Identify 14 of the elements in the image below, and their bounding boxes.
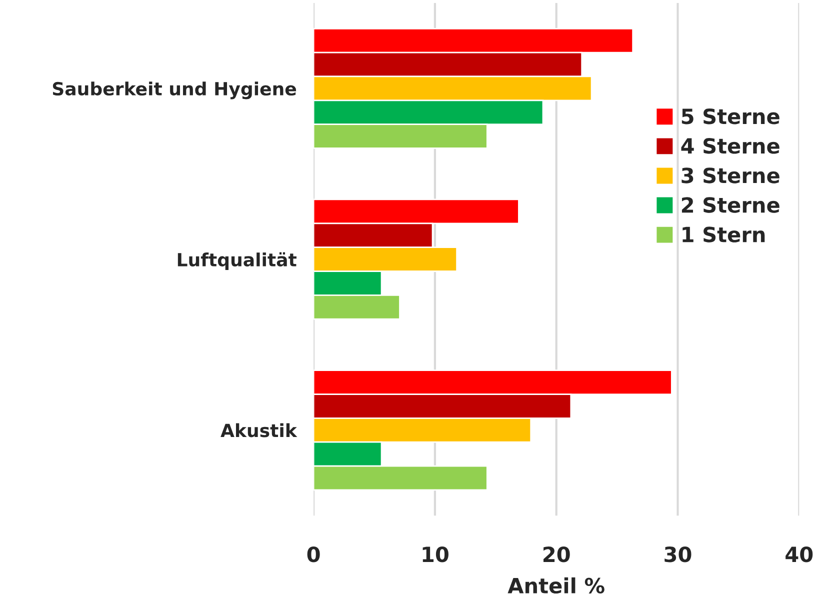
y-tick-label: Luftqualität: [178, 252, 296, 270]
x-tick-label: 10: [422, 546, 448, 562]
legend-label: 3 Sterne: [682, 168, 780, 184]
x-tick-label: 40: [786, 546, 813, 562]
x-axis-title: Anteil %: [508, 577, 604, 594]
legend-label: 1 Stern: [682, 226, 765, 242]
legend-label: 5 Sterne: [682, 108, 780, 124]
legend-label: 2 Sterne: [682, 197, 780, 213]
x-tick-label: 20: [544, 546, 570, 562]
legend-label: 4 Sterne: [681, 138, 780, 154]
y-tick-label: Akustik: [220, 423, 298, 438]
x-tick-label: 0: [307, 546, 320, 562]
y-tick-label: Sauberkeit und Hygiene: [52, 82, 296, 100]
x-tick-label: 30: [664, 546, 692, 562]
